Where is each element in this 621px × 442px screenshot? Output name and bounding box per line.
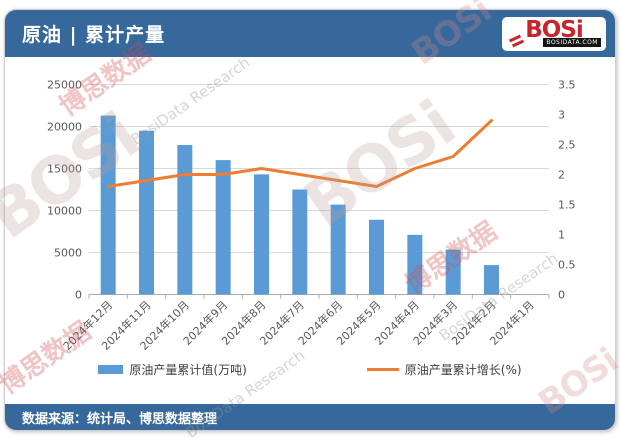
bar [407, 234, 423, 295]
logo-site-label: BOSIDATA.COM [543, 37, 601, 47]
right-axis-tick: 1 [558, 229, 565, 242]
right-axis-tick: 0.5 [558, 259, 576, 272]
bar [139, 130, 154, 295]
legend-bar-label: 原油产量累计值(万吨) [129, 362, 247, 377]
bar [330, 204, 346, 295]
bar [484, 265, 499, 295]
header-bar: 原油 | 累计产量 BOSi BOSIDATA.COM [5, 10, 615, 57]
footer-bar: 数据来源：统计局、博思数据整理 [5, 404, 615, 430]
logo-chevron-icon [509, 37, 525, 47]
chart-area: 0 5000 10000 15000 20000 25000 0 0.5 1 1.5 2 2.5 3 3.… [5, 57, 615, 404]
right-axis-tick: 0 [558, 289, 565, 302]
combo-chart: 0 5000 10000 15000 20000 25000 0 0.5 1 1.5 2 2.5 3 3.… [47, 79, 576, 353]
bosi-logo[interactable]: BOSi BOSIDATA.COM [502, 16, 606, 51]
chart-legend: 原油产量累计值(万吨) 原油产量累计增长(%) [5, 358, 615, 380]
right-axis-tick: 2.5 [558, 139, 576, 152]
legend-line-label: 原油产量累计增长(%) [404, 362, 522, 377]
right-axis-tick: 3 [558, 109, 565, 122]
right-axis-tick: 3.5 [558, 79, 576, 92]
bar [177, 144, 193, 295]
data-source-label: 数据来源：统计局、博思数据整理 [22, 411, 218, 427]
bar [215, 160, 231, 295]
right-axis-tick: 1.5 [558, 199, 576, 212]
legend-bar-swatch-icon [98, 364, 124, 374]
bar [100, 115, 116, 295]
right-axis-tick: 2 [558, 169, 565, 182]
page-title: 原油 | 累计产量 [22, 24, 166, 46]
left-axis-tick: 25000 [47, 79, 82, 92]
legend-item-line-series: 原油产量累计增长(%) [366, 361, 522, 378]
bar [445, 249, 461, 295]
legend-line-swatch-icon [366, 367, 399, 371]
left-axis-tick: 0 [75, 289, 82, 302]
legend-item-bar-series: 原油产量累计值(万吨) [98, 361, 247, 378]
bar [369, 219, 384, 295]
left-axis-tick: 5000 [54, 247, 82, 260]
left-axis-tick: 15000 [47, 163, 82, 176]
chart-panel: 原油 | 累计产量 BOSi BOSIDATA.COM 0 5000 10000 15… [4, 9, 616, 431]
bar [292, 189, 308, 295]
growth-line [106, 119, 493, 188]
bar [254, 174, 269, 295]
left-axis-tick: 20000 [47, 121, 82, 134]
left-axis-tick: 10000 [47, 205, 82, 218]
